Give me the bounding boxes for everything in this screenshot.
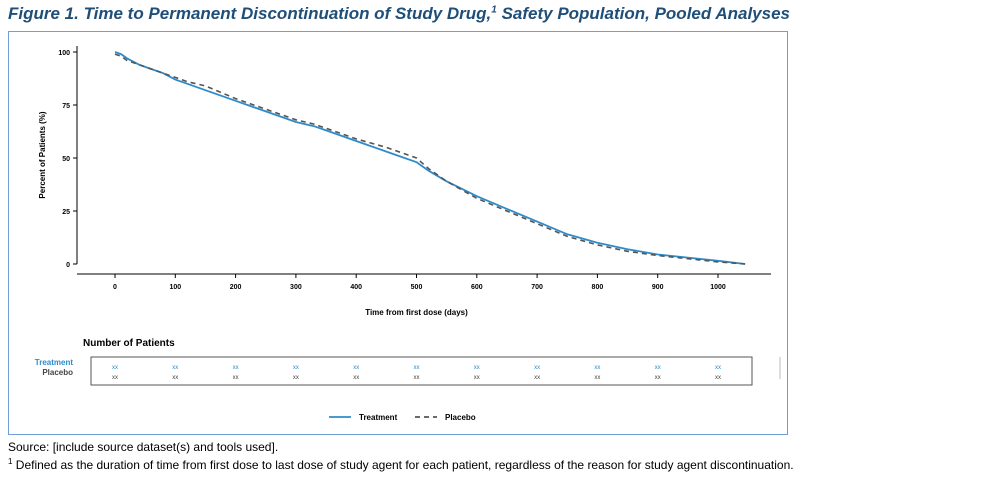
risk-cell: xx	[172, 365, 178, 371]
risk-cell: xx	[293, 375, 299, 381]
risk-row-label: Placebo	[42, 368, 73, 377]
x-tick-label: 200	[230, 284, 242, 291]
risk-cell: xx	[172, 375, 178, 381]
risk-table-title: Number of Patients	[83, 338, 175, 349]
x-tick-label: 500	[411, 284, 423, 291]
risk-cell: xx	[353, 365, 359, 371]
risk-cell: xx	[414, 375, 420, 381]
source-note: Source: [include source dataset(s) and t…	[8, 440, 279, 454]
series-lines	[114, 51, 746, 265]
footnote-marker: 1	[8, 457, 13, 466]
x-tick-label: 100	[169, 284, 181, 291]
y-axis-label: Percent of Patients (%)	[38, 111, 47, 198]
y-tick-label: 0	[66, 262, 70, 269]
risk-cell: xx	[534, 375, 540, 381]
legend: Treatment Placebo	[329, 413, 476, 422]
x-tick-label: 800	[592, 284, 604, 291]
risk-cell: xx	[715, 365, 721, 371]
risk-cell: xx	[715, 375, 721, 381]
risk-cell: xx	[655, 365, 661, 371]
x-tick-label: 1000	[710, 284, 726, 291]
footnote: 1 Defined as the duration of time from f…	[8, 457, 794, 472]
risk-cell: xx	[594, 375, 600, 381]
risk-cell: xx	[655, 375, 661, 381]
x-tick-label: 600	[471, 284, 483, 291]
legend-label: Placebo	[445, 413, 476, 422]
risk-cell: xx	[594, 365, 600, 371]
series-line-treatment	[114, 51, 746, 265]
risk-cell: xx	[353, 375, 359, 381]
y-tick-label: 100	[58, 50, 70, 57]
risk-cell: xx	[414, 365, 420, 371]
series-line-placebo	[114, 53, 746, 265]
y-tick-label: 50	[62, 156, 70, 163]
x-axis-label: Time from first dose (days)	[365, 308, 468, 317]
risk-row-label: Treatment	[35, 358, 74, 367]
x-tick-label: 300	[290, 284, 302, 291]
risk-cell: xx	[474, 375, 480, 381]
risk-cell: xx	[112, 365, 118, 371]
risk-cell: xx	[474, 365, 480, 371]
risk-cell: xx	[293, 365, 299, 371]
figure-title: Figure 1. Time to Permanent Discontinuat…	[8, 4, 791, 23]
x-tick-label: 700	[531, 284, 543, 291]
risk-cell: xx	[233, 375, 239, 381]
y-tick-label: 75	[62, 103, 70, 110]
x-tick-label: 900	[652, 284, 664, 291]
risk-cell: xx	[112, 375, 118, 381]
risk-table: Treatment xx xx xx xx xx xx xx xx xx xx xx Placebo xx…	[35, 356, 781, 386]
y-tick-label: 25	[62, 209, 70, 216]
risk-table-box	[90, 356, 753, 386]
x-tick-label: 400	[350, 284, 362, 291]
x-tick-label: 0	[113, 284, 117, 291]
legend-label: Treatment	[359, 413, 398, 422]
figure-title-footnote-marker: 1	[491, 4, 497, 16]
risk-cell: xx	[534, 365, 540, 371]
risk-cell: xx	[233, 365, 239, 371]
chart-frame: 0 25 50 75 100 0 100 200 300 400 500 600 700 800 900 10…	[8, 31, 788, 435]
